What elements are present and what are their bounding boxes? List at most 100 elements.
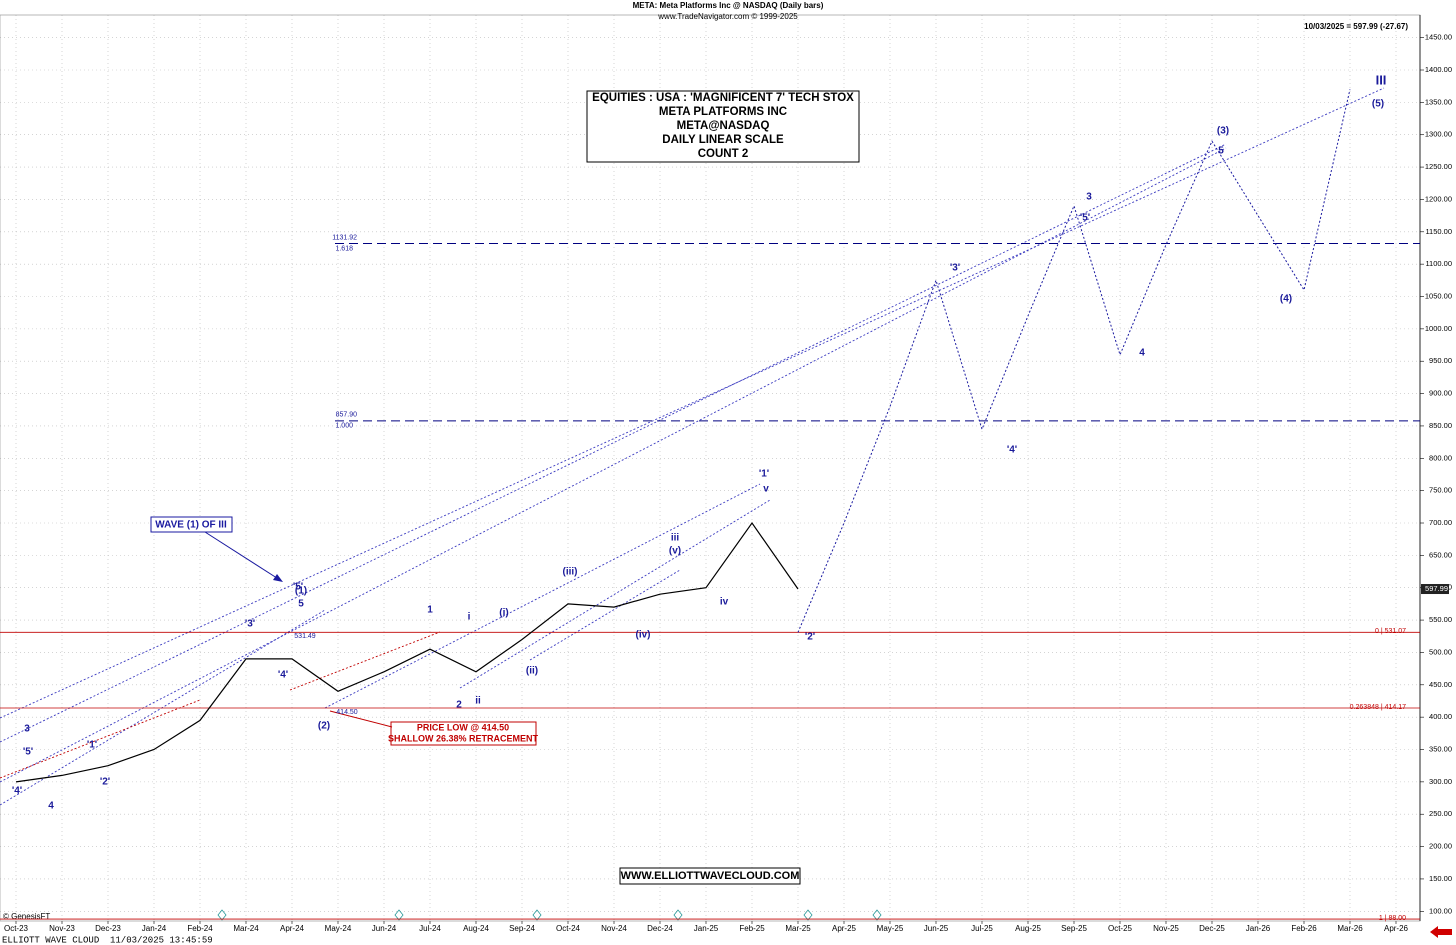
wave-label: '4' [1007, 445, 1017, 456]
x-tick-label: Feb-24 [187, 924, 213, 933]
wave-label: v [763, 484, 769, 495]
x-tick-label: Nov-24 [601, 924, 627, 933]
x-tick-label: Sep-25 [1061, 924, 1087, 933]
level-label: 0 | 531.07 [1375, 628, 1406, 635]
wave-label: '4' [278, 670, 288, 681]
level-label: 0.263848 | 414.17 [1350, 704, 1406, 711]
y-tick-label: 1450.00 [1425, 33, 1452, 42]
wave-label: '1' [759, 469, 769, 480]
wave-label: 5 [1218, 146, 1224, 157]
wave-label: '4' [12, 786, 22, 797]
wave-label: 2 [456, 700, 462, 711]
wave-label: (v) [669, 546, 681, 557]
x-tick-label: Mar-26 [1337, 924, 1363, 933]
x-tick-label: Nov-25 [1153, 924, 1179, 933]
y-tick-label: 850.00 [1429, 421, 1452, 430]
info-line: COUNT 2 [698, 148, 748, 160]
scroll-arrow[interactable] [1430, 926, 1452, 938]
point-label: 414.50 [336, 709, 358, 716]
x-tick-label: Sep-24 [509, 924, 535, 933]
x-tick-label: Jun-24 [372, 924, 397, 933]
x-tick-label: Apr-24 [280, 924, 305, 933]
x-tick-label: Aug-24 [463, 924, 489, 933]
x-tick-label: Apr-25 [832, 924, 857, 933]
last-price-label: 597.99 [1425, 584, 1448, 593]
y-tick-label: 1250.00 [1425, 162, 1452, 171]
wave-label: '2' [100, 777, 110, 788]
chart-title: META: Meta Platforms Inc @ NASDAQ (Daily… [633, 1, 824, 10]
y-tick-label: 1150.00 [1425, 227, 1452, 236]
x-tick-label: Mar-24 [233, 924, 259, 933]
info-line: META PLATFORMS INC [659, 106, 787, 118]
level-label: 1131.92 [332, 234, 357, 241]
y-tick-label: 700.00 [1429, 518, 1452, 527]
y-tick-label: 500.00 [1429, 647, 1452, 656]
wave-callout: WAVE (1) OF III [155, 520, 227, 531]
level-ratio: 1.000 [335, 423, 353, 430]
x-tick-label: Feb-25 [739, 924, 765, 933]
event-marker [872, 909, 882, 921]
wave-label: '2' [805, 632, 815, 643]
wave-label: '5' [23, 747, 33, 758]
x-tick-label: Jul-24 [419, 924, 441, 933]
low-callout: SHALLOW 26.38% RETRACEMENT [388, 733, 539, 743]
wave-label: (5) [1372, 99, 1384, 110]
wave-label: ii [475, 696, 481, 707]
y-tick-label: 1400.00 [1425, 65, 1452, 74]
website-box [619, 867, 801, 885]
x-tick-label: Jul-25 [971, 924, 993, 933]
y-tick-label: 1000.00 [1425, 324, 1452, 333]
trend-lines [0, 87, 1385, 806]
info-line: EQUITIES : USA : 'MAGNIFICENT 7' TECH ST… [592, 92, 854, 104]
callout-arrow [329, 710, 393, 728]
trend-line [459, 499, 771, 689]
trend-line [324, 483, 761, 709]
y-tick-label: 200.00 [1429, 842, 1452, 851]
chart-subtitle: www.TradeNavigator.com © 1999-2025 [657, 12, 798, 21]
event-markers [217, 909, 882, 921]
y-tick-label: 1300.00 [1425, 130, 1452, 139]
wave-label: iv [720, 597, 729, 608]
point-label: 531.49 [294, 633, 316, 640]
x-tick-label: Oct-24 [556, 924, 581, 933]
wave-label: '5' [293, 582, 303, 593]
callout-arrow [204, 531, 281, 581]
y-tick-label: 750.00 [1429, 486, 1452, 495]
wave-label: (i) [499, 608, 508, 619]
y-tick-label: 1100.00 [1425, 259, 1452, 268]
trend-line [0, 609, 326, 806]
y-tick-label: 400.00 [1429, 712, 1452, 721]
x-tick-label: Nov-23 [49, 924, 75, 933]
x-tick-label: Jun-25 [924, 924, 949, 933]
x-tick-label: Aug-25 [1015, 924, 1041, 933]
trend-line [0, 87, 1385, 719]
price-line [15, 521, 799, 783]
wave-label: 1 [427, 605, 433, 616]
wave-label: 3 [1086, 192, 1092, 203]
trend-line [289, 631, 441, 691]
y-tick-label: 1350.00 [1425, 97, 1452, 106]
info-box [586, 90, 860, 163]
y-tick-label: 550.00 [1429, 615, 1452, 624]
y-tick-label: 300.00 [1429, 777, 1452, 786]
copyright: © GenesisFT [3, 912, 50, 921]
event-marker [394, 909, 404, 921]
y-tick-label: 1200.00 [1425, 194, 1452, 203]
wave-label: (4) [1280, 294, 1292, 305]
y-tick-label: 800.00 [1429, 453, 1452, 462]
last-quote: 10/03/2025 = 597.99 (-27.67) [1304, 22, 1408, 31]
wave-label: i [468, 612, 471, 623]
wave-label: 5 [298, 599, 304, 610]
y-tick-label: 950.00 [1429, 356, 1452, 365]
y-tick-label: 450.00 [1429, 680, 1452, 689]
wave-label: (3) [1217, 126, 1229, 137]
info-line: META@NASDAQ [677, 120, 770, 132]
x-tick-label: Oct-25 [1108, 924, 1133, 933]
wave-label: '3' [950, 263, 960, 274]
wave-label: iii [671, 533, 680, 544]
y-tick-label: 900.00 [1429, 389, 1452, 398]
x-tick-label: Dec-24 [647, 924, 673, 933]
level-ratio: 1.618 [335, 245, 353, 252]
y-tick-label: 650.00 [1429, 550, 1452, 559]
